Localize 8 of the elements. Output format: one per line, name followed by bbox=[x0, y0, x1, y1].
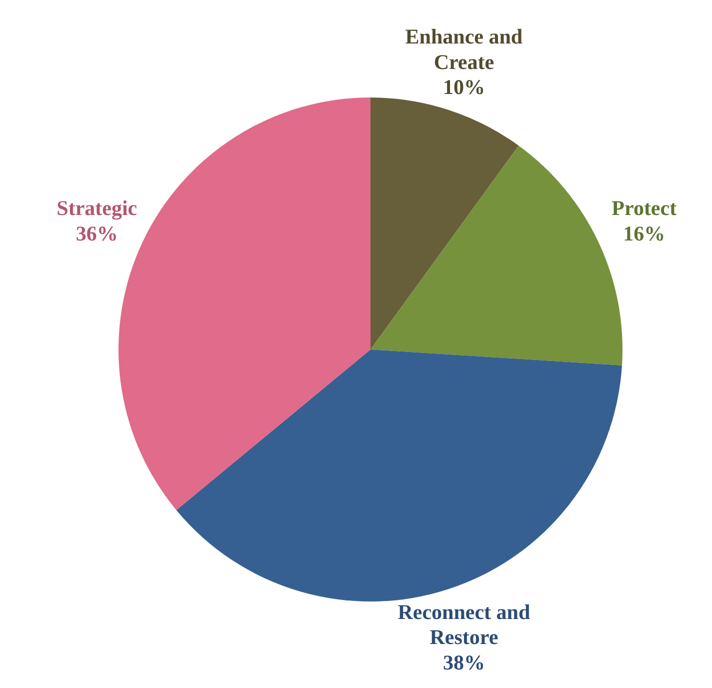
data-label: 38% bbox=[442, 650, 485, 674]
data-label: 36% bbox=[76, 221, 118, 246]
data-label: 16% bbox=[623, 221, 666, 246]
slice-label: Protect bbox=[612, 196, 677, 220]
slice-label: Enhance and Create bbox=[405, 24, 523, 74]
slice-label: Reconnect and Restore bbox=[398, 600, 530, 650]
data-label: 10% bbox=[442, 75, 485, 100]
slice-label: Strategic bbox=[56, 196, 138, 220]
